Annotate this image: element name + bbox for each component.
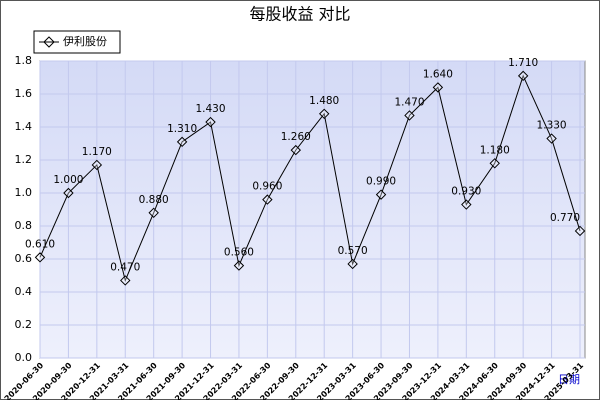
data-label: 1.260 bbox=[281, 131, 311, 143]
data-label: 0.560 bbox=[224, 247, 254, 259]
point bbox=[404, 110, 415, 121]
data-label: 0.960 bbox=[252, 181, 282, 193]
data-label: 0.570 bbox=[338, 245, 368, 257]
data-label: 1.000 bbox=[53, 174, 83, 186]
legend-marker bbox=[43, 36, 55, 48]
legend-label: 伊利股份 bbox=[63, 35, 107, 48]
y-tick-label: 1.8 bbox=[15, 54, 33, 67]
data-label: 1.170 bbox=[82, 146, 112, 158]
point bbox=[176, 136, 188, 148]
point bbox=[319, 108, 330, 120]
y-tick-label: 0.0 bbox=[15, 351, 33, 364]
data-label: 0.770 bbox=[550, 212, 580, 224]
point bbox=[120, 275, 131, 286]
y-tick-label: 1.2 bbox=[15, 153, 33, 166]
data-label: 1.310 bbox=[167, 123, 197, 135]
data-label: 1.330 bbox=[537, 120, 567, 132]
y-tick-label: 0.8 bbox=[15, 219, 33, 232]
data-label: 0.990 bbox=[366, 176, 396, 188]
y-tick-label: 1.0 bbox=[15, 186, 33, 199]
point bbox=[34, 252, 46, 263]
data-label: 1.180 bbox=[480, 144, 510, 156]
point bbox=[517, 70, 529, 82]
point bbox=[205, 116, 216, 128]
point bbox=[546, 133, 557, 144]
x-axis-label: 日期 bbox=[558, 373, 580, 386]
point bbox=[233, 260, 245, 271]
data-label: 1.480 bbox=[309, 95, 339, 107]
y-tick-label: 0.2 bbox=[15, 318, 33, 331]
point bbox=[290, 144, 301, 156]
plot-area bbox=[39, 60, 586, 359]
y-tick-label: 0.6 bbox=[15, 252, 33, 265]
data-label: 1.430 bbox=[195, 103, 225, 115]
data-label: 1.640 bbox=[423, 68, 453, 80]
point bbox=[432, 82, 444, 93]
data-label: 0.470 bbox=[110, 261, 140, 273]
y-tick-label: 1.4 bbox=[15, 120, 33, 133]
series-line bbox=[39, 74, 581, 283]
point bbox=[574, 225, 586, 237]
data-label: 1.710 bbox=[508, 57, 538, 69]
point bbox=[375, 189, 387, 200]
y-tick-label: 0.4 bbox=[15, 285, 33, 298]
point bbox=[91, 159, 103, 171]
chart-title: 每股收益 对比 bbox=[249, 5, 350, 24]
point bbox=[63, 187, 74, 199]
data-label: 0.880 bbox=[139, 194, 169, 206]
legend-box bbox=[33, 30, 121, 54]
y-tick-label: 1.6 bbox=[15, 87, 33, 100]
point bbox=[461, 199, 472, 210]
point bbox=[148, 207, 159, 219]
point bbox=[489, 158, 500, 169]
point bbox=[262, 194, 273, 205]
point bbox=[347, 258, 358, 270]
data-label: 0.930 bbox=[451, 186, 481, 198]
data-label: 0.610 bbox=[25, 238, 55, 250]
data-label: 1.470 bbox=[394, 96, 424, 108]
